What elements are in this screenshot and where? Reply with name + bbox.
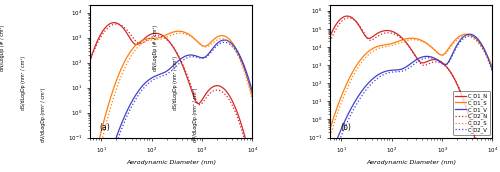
Text: dV/dLogDp (nm³ / cm³): dV/dLogDp (nm³ / cm³) bbox=[42, 88, 46, 142]
Text: dN/LogDp (# / cm³): dN/LogDp (# / cm³) bbox=[0, 25, 5, 71]
Text: (b): (b) bbox=[340, 123, 351, 132]
X-axis label: Aerodynamic Diameter (nm): Aerodynamic Diameter (nm) bbox=[126, 160, 216, 165]
Legend: C_D1_N, C_D1_S, C_D1_V, C_D2_N, C_D2_S, C_D2_V: C_D1_N, C_D1_S, C_D1_V, C_D2_N, C_D2_S, … bbox=[453, 91, 490, 135]
Text: (a): (a) bbox=[100, 123, 110, 132]
Text: dS/dLogDp (nm² / cm³): dS/dLogDp (nm² / cm³) bbox=[20, 56, 25, 110]
Text: dS/dLogDp (nm² / cm³): dS/dLogDp (nm² / cm³) bbox=[172, 56, 178, 110]
X-axis label: Aerodynamic Diameter (nm): Aerodynamic Diameter (nm) bbox=[366, 160, 456, 165]
Text: dV/dLogDp (nm³ / cm³): dV/dLogDp (nm³ / cm³) bbox=[192, 88, 198, 142]
Text: dN/LogDp (# / cm³): dN/LogDp (# / cm³) bbox=[152, 25, 158, 71]
